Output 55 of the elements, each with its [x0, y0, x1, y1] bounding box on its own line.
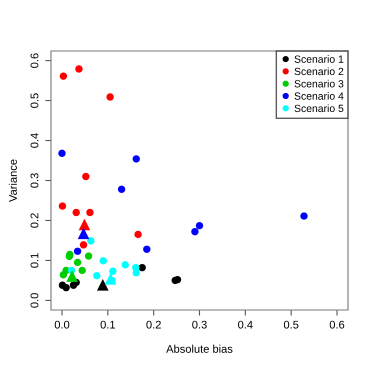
y-tick-label: 0.3	[30, 173, 38, 188]
point	[60, 72, 68, 80]
point	[80, 241, 88, 249]
point	[82, 172, 90, 180]
point	[74, 248, 82, 255]
point	[78, 266, 86, 274]
y-tick-label: 0.2	[30, 213, 38, 228]
x-tick-label: 0.5	[284, 320, 298, 329]
point	[134, 230, 142, 238]
x-axis-title: Absolute bias	[166, 344, 232, 353]
point	[58, 150, 66, 157]
legend-label: Scenario 2	[294, 67, 344, 76]
x-tick-label: 0.1	[100, 320, 116, 329]
point	[78, 218, 90, 230]
point	[118, 186, 126, 193]
x-tick-label: 0.3	[192, 320, 207, 329]
point	[66, 270, 78, 282]
point	[93, 272, 101, 280]
y-tick-label: 0.1	[30, 253, 38, 268]
point	[132, 269, 140, 277]
point	[86, 208, 94, 216]
point	[106, 93, 114, 101]
y-tick-label: 0.4	[30, 133, 38, 148]
y-tick-label: 0.6	[30, 53, 38, 68]
y-tick-label: 0.5	[30, 93, 38, 108]
legend-label: Scenario 3	[294, 80, 344, 88]
point	[60, 271, 68, 278]
y-axis-title: Variance	[8, 159, 17, 202]
point	[100, 257, 107, 265]
legend-label: Scenario 1	[294, 55, 344, 63]
legend-label: Scenario 5	[294, 104, 344, 112]
point	[132, 155, 140, 163]
point	[191, 228, 199, 236]
point	[74, 258, 82, 266]
point	[196, 222, 204, 230]
point	[96, 279, 109, 291]
x-tick-label: 0.0	[54, 320, 70, 329]
point	[300, 212, 308, 220]
point	[122, 261, 129, 269]
point	[84, 252, 92, 260]
y-tick-label: 0.0	[30, 293, 38, 308]
x-tick-label: 0.6	[330, 320, 344, 329]
point	[109, 268, 117, 275]
point	[138, 264, 146, 272]
point	[87, 237, 95, 245]
point	[58, 202, 66, 210]
x-tick-label: 0.2	[146, 320, 161, 329]
x-tick-label: 0.4	[238, 320, 253, 329]
point	[75, 65, 83, 73]
point	[62, 284, 70, 292]
point	[104, 273, 116, 285]
point	[72, 208, 80, 216]
point	[143, 246, 150, 253]
point	[78, 227, 90, 240]
legend-label: Scenario 4	[294, 92, 344, 100]
